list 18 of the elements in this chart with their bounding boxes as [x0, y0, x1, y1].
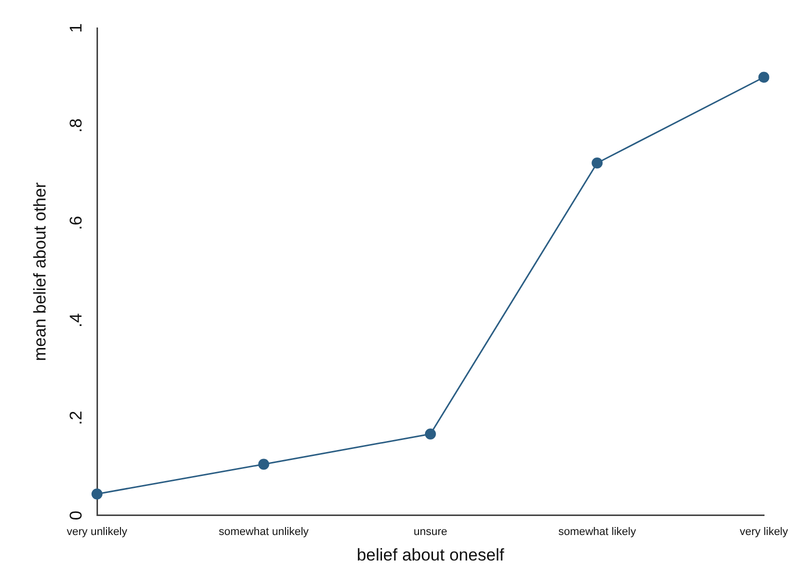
x-axis-title: belief about oneself: [356, 545, 504, 564]
x-tick-label: somewhat unlikely: [218, 526, 310, 538]
x-tick-label: unsure: [414, 526, 448, 538]
y-tick-label: 0: [66, 510, 86, 520]
x-tick-label: very likely: [740, 526, 788, 538]
y-tick-label: .8: [66, 118, 86, 133]
y-tick-label: 1: [66, 23, 86, 33]
point: [758, 72, 770, 83]
point: [592, 158, 603, 169]
point: [424, 428, 436, 440]
y-axis-title: mean belief about other: [30, 182, 50, 362]
x-tick-label: very unlikely: [66, 526, 128, 538]
point: [258, 458, 270, 470]
y-tick-label: .2: [66, 410, 86, 426]
y-tick-label: .6: [66, 216, 86, 230]
point: [92, 488, 102, 500]
x-tick-label: somewhat likely: [558, 526, 636, 538]
y-tick-label: .4: [66, 313, 86, 328]
